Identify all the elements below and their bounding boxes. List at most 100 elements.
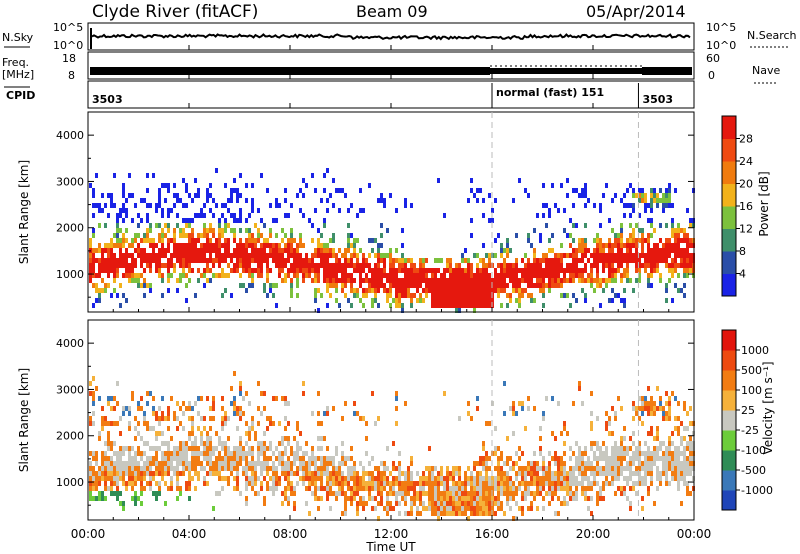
- heatmap-cell: [257, 238, 260, 243]
- heatmap-cell: [203, 426, 206, 431]
- heatmap-cell: [611, 461, 614, 466]
- heatmap-cell: [116, 481, 119, 486]
- heatmap-cell: [197, 451, 200, 456]
- freq-label: Freq.: [2, 56, 29, 69]
- heatmap-cell: [206, 436, 209, 441]
- heatmap-cell: [233, 396, 236, 401]
- heatmap-cell: [224, 248, 227, 253]
- heatmap-cell: [176, 193, 179, 198]
- heatmap-cell: [110, 396, 113, 401]
- heatmap-cell: [107, 258, 110, 263]
- heatmap-cell: [305, 461, 308, 466]
- heatmap-cell: [365, 258, 368, 263]
- heatmap-cell: [95, 471, 98, 476]
- heatmap-cell: [146, 401, 149, 406]
- heatmap-cell: [506, 238, 509, 243]
- heatmap-cell: [299, 461, 302, 466]
- heatmap-cell: [665, 248, 668, 253]
- heatmap-cell: [311, 258, 314, 263]
- heatmap-cell: [272, 258, 275, 263]
- heatmap-cell: [350, 283, 353, 288]
- heatmap-cell: [179, 451, 182, 456]
- heatmap-cell: [215, 491, 218, 496]
- heatmap-cell: [197, 193, 200, 198]
- heatmap-cell: [668, 406, 671, 411]
- heatmap-cell: [410, 471, 413, 476]
- heatmap-cell: [338, 466, 341, 471]
- heatmap-cell: [326, 486, 329, 491]
- heatmap-cell: [653, 198, 656, 203]
- heatmap-cell: [608, 258, 611, 263]
- heatmap-cell: [212, 248, 215, 253]
- heatmap-cell: [422, 288, 425, 293]
- heatmap-cell: [170, 476, 173, 481]
- heatmap-cell: [533, 258, 536, 263]
- heatmap-cell: [125, 486, 128, 491]
- heatmap-cell: [659, 188, 662, 193]
- heatmap-cell: [533, 471, 536, 476]
- heatmap-cell: [572, 273, 575, 278]
- heatmap-cell: [350, 501, 353, 506]
- heatmap-cell: [215, 248, 218, 253]
- heatmap-cell: [545, 471, 548, 476]
- heatmap-cell: [230, 466, 233, 471]
- heatmap-cell: [674, 268, 677, 273]
- heatmap-cell: [266, 461, 269, 466]
- heatmap-cell: [461, 278, 464, 283]
- heatmap-cell: [641, 401, 644, 406]
- heatmap-cell: [257, 268, 260, 273]
- heatmap-cell: [398, 278, 401, 283]
- heatmap-cell: [641, 451, 644, 456]
- heatmap-cell: [182, 471, 185, 476]
- heatmap-cell: [614, 456, 617, 461]
- heatmap-cell: [323, 248, 326, 253]
- heatmap-cell: [155, 203, 158, 208]
- heatmap-cell: [317, 253, 320, 258]
- heatmap-cell: [227, 466, 230, 471]
- heatmap-cell: [527, 293, 530, 298]
- heatmap-cell: [380, 223, 383, 228]
- heatmap-cell: [122, 183, 125, 188]
- heatmap-cell: [683, 233, 686, 238]
- heatmap-cell: [164, 248, 167, 253]
- heatmap-cell: [377, 248, 380, 253]
- heatmap-cell: [236, 486, 239, 491]
- heatmap-cell: [323, 456, 326, 461]
- heatmap-cell: [359, 273, 362, 278]
- heatmap-cell: [140, 238, 143, 243]
- heatmap-cell: [575, 476, 578, 481]
- heatmap-cell: [140, 406, 143, 411]
- heatmap-cell: [125, 298, 128, 303]
- heatmap-cell: [356, 411, 359, 416]
- heatmap-cell: [629, 253, 632, 258]
- heatmap-cell: [320, 446, 323, 451]
- heatmap-cell: [290, 238, 293, 243]
- heatmap-cell: [194, 193, 197, 198]
- heatmap-cell: [380, 193, 383, 198]
- heatmap-cell: [572, 451, 575, 456]
- heatmap-cell: [146, 258, 149, 263]
- heatmap-cell: [365, 273, 368, 278]
- heatmap-cell: [278, 263, 281, 268]
- heatmap-cell: [218, 243, 221, 248]
- heatmap-cell: [632, 401, 635, 406]
- heatmap-cell: [578, 461, 581, 466]
- heatmap-cell: [224, 253, 227, 258]
- heatmap-cell: [575, 223, 578, 228]
- heatmap-cell: [539, 451, 542, 456]
- heatmap-cell: [638, 253, 641, 258]
- heatmap-cell: [101, 456, 104, 461]
- heatmap-cell: [380, 268, 383, 273]
- heatmap-cell: [416, 481, 419, 486]
- heatmap-cell: [455, 486, 458, 491]
- heatmap-cell: [551, 248, 554, 253]
- heatmap-cell: [95, 288, 98, 293]
- heatmap-cell: [284, 213, 287, 218]
- heatmap-cell: [665, 223, 668, 228]
- heatmap-cell: [683, 228, 686, 233]
- heatmap-cell: [95, 173, 98, 178]
- heatmap-cell: [173, 471, 176, 476]
- heatmap-cell: [401, 491, 404, 496]
- heatmap-cell: [533, 481, 536, 486]
